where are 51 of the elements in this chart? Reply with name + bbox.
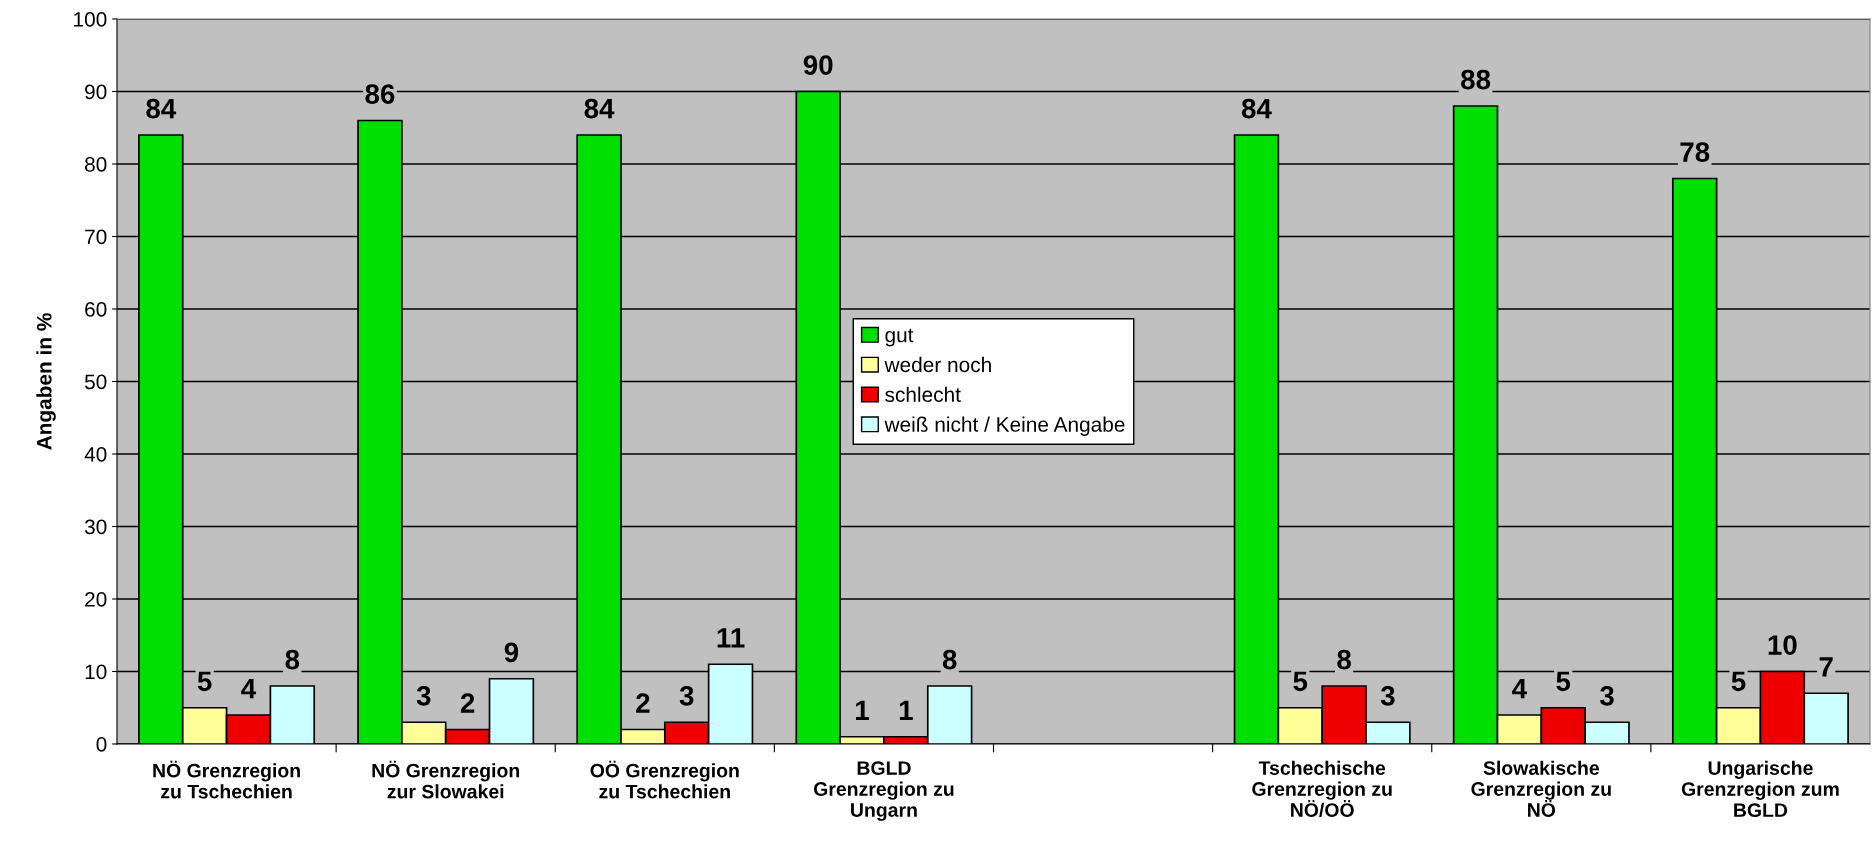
y-tick-label: 100 [74,12,107,27]
legend-label: schlecht [885,386,961,403]
x-tick-label: Slowakische Grenzregion zu NÖ [1471,760,1611,817]
data-label: 3 [1380,685,1395,706]
legend-label: gut [885,328,914,347]
data-label: 4 [1512,679,1527,699]
x-tick-label: BGLD Grenzregion zu Ungarn [813,761,954,821]
y-tick-label: 60 [85,302,107,317]
data-label: 3 [1599,685,1614,706]
y-tick-label: 40 [84,447,107,462]
data-label: 1 [899,700,913,720]
data-label: 78 [1680,142,1710,162]
x-tick-label: NÖ Grenzregion zu Tschechien [153,760,300,799]
data-label: 86 [365,84,395,104]
data-label: 2 [460,693,475,713]
data-label: 7 [1819,657,1833,677]
y-tick-label: 80 [85,157,107,172]
y-tick-label: 0 [96,737,107,752]
data-label: 4 [241,679,257,699]
data-label: 2 [636,693,650,713]
data-label: 5 [1556,671,1571,692]
x-tick-label: NÖ Grenzregion zur Slowakei [372,760,520,799]
legend-label: weiß nicht / Keine Angabe [884,416,1125,436]
y-tick-label: 70 [85,229,107,245]
data-label: 1 [856,700,869,720]
y-tick-label: 10 [85,664,107,680]
data-label: 5 [197,671,212,692]
data-label: 88 [1461,69,1491,90]
data-label: 90 [803,55,833,75]
y-axis-title: Angaben in % [36,313,56,450]
x-tick-label: OÖ Grenzregion zu Tschechien [590,760,739,799]
x-tick-label: Ungarische Grenzregion zum BGLD [1681,760,1839,818]
data-label: 5 [1293,671,1308,692]
data-label: 8 [1337,649,1351,670]
data-label: 8 [285,649,300,670]
data-label: 84 [1241,98,1272,119]
y-tick-label: 30 [84,519,107,535]
data-label: 9 [504,642,519,663]
data-label: 5 [1731,671,1746,692]
data-label: 84 [584,98,615,119]
data-label: 3 [416,685,431,706]
data-label: 3 [679,685,694,706]
y-tick-label: 90 [85,84,107,100]
data-label: 8 [942,649,957,670]
data-label: 10 [1768,635,1797,655]
data-label: 11 [717,628,745,648]
data-label: 84 [146,98,177,119]
y-tick-label: 50 [84,374,107,390]
legend-label: weder noch [884,356,991,373]
y-tick-label: 20 [85,592,107,607]
x-tick-label: Tschechische Grenzregion zu NÖ/OÖ [1252,760,1392,818]
